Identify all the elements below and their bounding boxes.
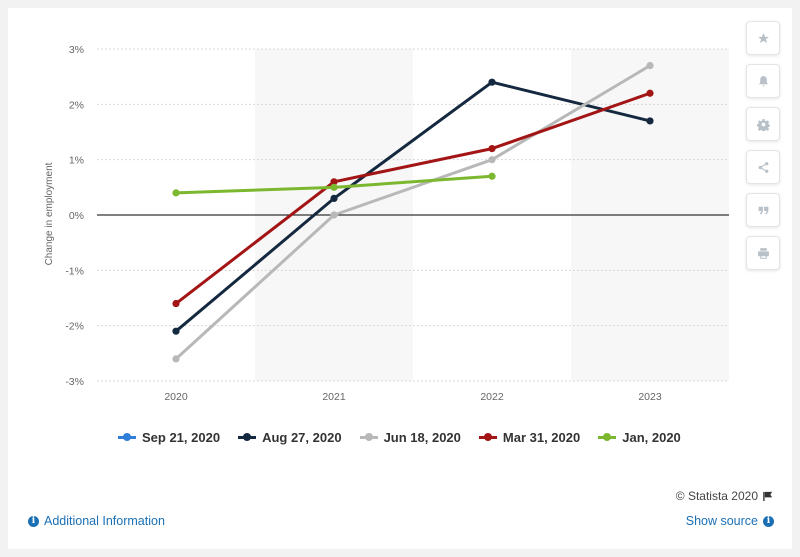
data-point — [172, 189, 180, 197]
y-axis-tick-labels: 3% 2% 1% 0% -1% -2% -3% — [65, 44, 84, 388]
data-point — [172, 299, 180, 308]
data-point — [488, 156, 496, 164]
series-line — [174, 64, 651, 360]
print-icon — [757, 247, 769, 259]
grid-lines — [97, 48, 729, 382]
legend-label: Jun 18, 2020 — [383, 429, 461, 445]
series-line — [175, 80, 651, 333]
statista-credit[interactable]: © Statista 2020 — [676, 489, 774, 503]
share-button[interactable] — [746, 150, 780, 184]
y-tick-label: 2% — [69, 99, 84, 111]
y-tick-label: 0% — [69, 210, 84, 222]
x-tick-label: 2021 — [322, 391, 346, 403]
data-point — [646, 62, 654, 70]
chart-legend: Sep 21, 2020 Aug 27, 2020 Jun 18, 2020 Mar … — [118, 429, 681, 445]
star-icon — [757, 32, 769, 43]
credit-text: © Statista 2020 — [675, 489, 758, 503]
y-tick-label: -3% — [65, 376, 84, 388]
print-button[interactable] — [746, 236, 780, 270]
favorite-button[interactable] — [746, 21, 780, 55]
info-icon: i — [763, 515, 774, 527]
gear-icon — [756, 118, 770, 131]
additional-information-link[interactable]: i Additional Information — [28, 514, 165, 528]
legend-label: Aug 27, 2020 — [262, 429, 342, 445]
data-point — [172, 327, 180, 335]
data-point — [646, 117, 654, 125]
legend-item[interactable]: Mar 31, 2020 — [478, 429, 581, 445]
legend-marker — [118, 432, 136, 442]
series-line — [175, 91, 651, 305]
flag-icon — [763, 491, 773, 501]
legend-item[interactable]: Sep 21, 2020 — [118, 430, 220, 445]
data-point — [488, 145, 496, 153]
show-source-link[interactable]: Show source i — [686, 514, 774, 528]
data-point — [646, 89, 654, 97]
settings-button[interactable] — [746, 107, 780, 141]
legend-marker — [238, 432, 257, 442]
x-tick-label: 2020 — [164, 391, 188, 403]
legend-item[interactable]: Jun 18, 2020 — [359, 429, 461, 445]
bell-icon — [758, 75, 768, 86]
data-point — [488, 78, 496, 86]
toolbar — [746, 21, 780, 279]
data-point — [172, 355, 180, 363]
quote-icon — [758, 206, 768, 214]
x-tick-label: 2023 — [638, 391, 662, 403]
data-point — [330, 211, 338, 219]
legend-marker — [478, 432, 497, 442]
legend-label: Sep 21, 2020 — [142, 429, 221, 445]
data-point — [330, 178, 338, 186]
x-axis-tick-labels: 2020 2021 2022 2023 — [164, 391, 662, 403]
show-source-label: Show source — [685, 514, 758, 528]
legend-marker — [359, 432, 378, 442]
y-tick-label: 1% — [69, 155, 84, 167]
x-tick-label: 2022 — [480, 391, 504, 403]
data-point — [330, 194, 338, 202]
y-axis-title: Change in employment — [44, 162, 55, 265]
data-point — [488, 172, 496, 180]
series-lines — [172, 62, 654, 363]
y-tick-label: -2% — [65, 321, 84, 333]
share-icon — [758, 161, 768, 173]
cite-button[interactable] — [746, 193, 780, 227]
legend-label: Mar 31, 2020 — [502, 429, 581, 445]
data-point — [330, 183, 338, 191]
notification-button[interactable] — [746, 64, 780, 98]
legend-item[interactable]: Jan, 2020 — [598, 430, 681, 445]
y-tick-label: -1% — [65, 265, 84, 277]
legend-item[interactable]: Aug 27, 2020 — [238, 430, 342, 445]
additional-information-label: Additional Information — [44, 514, 165, 528]
legend-marker — [598, 432, 617, 442]
legend-label: Jan, 2020 — [622, 429, 681, 445]
y-tick-label: 3% — [69, 44, 84, 56]
info-icon: i — [28, 515, 39, 527]
